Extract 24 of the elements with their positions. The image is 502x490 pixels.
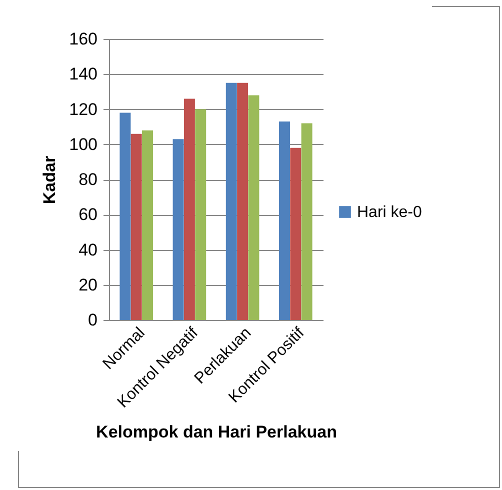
bar (290, 148, 302, 320)
y-tick-label: 100 (69, 134, 98, 154)
y-tick-label: 120 (69, 100, 98, 119)
y-tick-label: 40 (78, 240, 98, 260)
bar (195, 109, 206, 320)
bar (142, 130, 153, 320)
bar (226, 82, 237, 320)
bar (120, 112, 131, 320)
bar (248, 95, 260, 320)
y-tick-label: 140 (69, 64, 98, 84)
legend-label: Hari ke-0 (357, 204, 422, 221)
bar (130, 134, 142, 320)
y-tick-label: 160 (69, 30, 98, 48)
bar (301, 123, 312, 320)
x-axis-title: Kelompok dan Hari Perlakuan (96, 422, 337, 442)
bar (184, 98, 195, 320)
y-tick-label: 0 (88, 310, 98, 330)
y-tick-label: 60 (78, 205, 98, 224)
y-tick-label: 20 (78, 275, 98, 294)
y-axis-title: Kadar (40, 156, 60, 204)
bar (279, 122, 290, 320)
y-tick-label: 80 (78, 170, 98, 189)
bar (172, 139, 184, 320)
bar (237, 82, 248, 320)
